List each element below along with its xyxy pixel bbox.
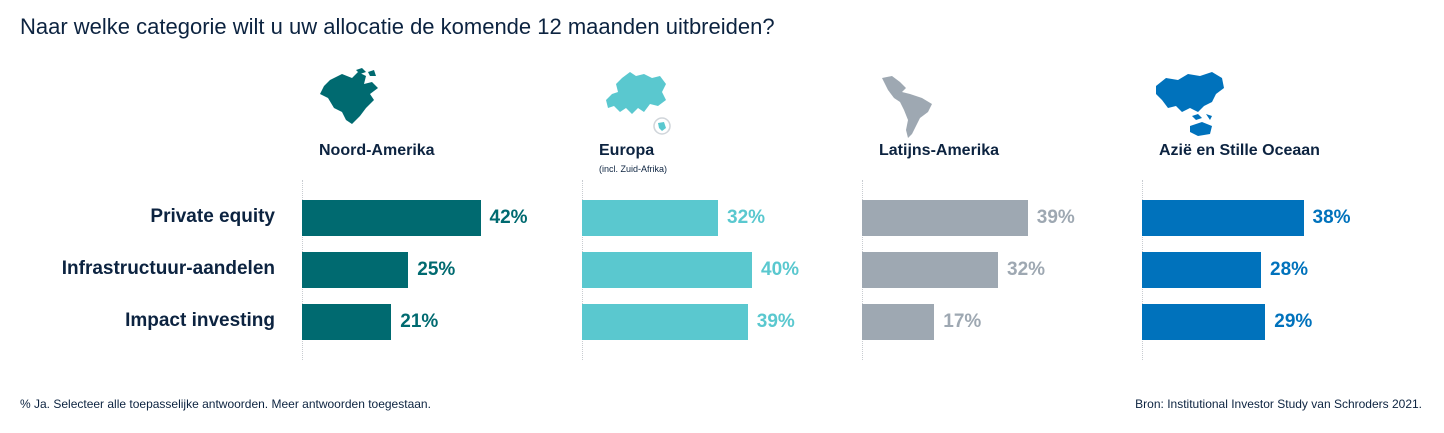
bar-label-noord-amerika-impact-investing: 21% — [400, 311, 439, 332]
bar-label-europa-private-equity: 32% — [727, 207, 766, 228]
bar-label-noord-amerika-private-equity: 42% — [489, 207, 528, 228]
region-title: Azië en Stille Oceaan — [1159, 142, 1320, 159]
bar-azie-impact-investing — [1142, 304, 1266, 340]
bar-label-latijns-amerika-impact-investing: 17% — [943, 311, 982, 332]
bar-label-azie-infrastructuur-aandelen: 28% — [1270, 259, 1309, 280]
bar-europa-private-equity — [582, 200, 718, 236]
bar-latijns-amerika-private-equity — [862, 200, 1028, 236]
region-title: Noord-Amerika — [319, 142, 435, 159]
region-latijns-amerika: Latijns-Amerika 39% 32% 17% — [862, 60, 1142, 360]
category-label-infrastructuur-aandelen: Infrastructuur-aandelen — [61, 258, 275, 279]
bar-label-azie-impact-investing: 29% — [1274, 311, 1313, 332]
bar-label-latijns-amerika-infrastructuur-aandelen: 32% — [1007, 259, 1046, 280]
north-america-map-icon — [320, 68, 378, 124]
bar-label-europa-infrastructuur-aandelen: 40% — [761, 259, 800, 280]
category-label-private-equity: Private equity — [150, 206, 275, 227]
bar-label-latijns-amerika-private-equity: 39% — [1036, 207, 1075, 228]
bar-noord-amerika-infrastructuur-aandelen — [302, 252, 409, 288]
region-title: Latijns-Amerika — [879, 142, 1000, 159]
asia-pacific-map-icon — [1156, 72, 1224, 136]
bar-azie-infrastructuur-aandelen — [1142, 252, 1261, 288]
bar-azie-private-equity — [1142, 200, 1304, 236]
bar-latijns-amerika-infrastructuur-aandelen — [862, 252, 998, 288]
latin-america-map-icon — [882, 76, 932, 138]
region-azie-stille-oceaan: Azië en Stille Oceaan 38% 28% 29% — [1142, 60, 1422, 360]
region-subtitle: (incl. Zuid-Afrika) — [599, 164, 668, 174]
bar-label-europa-impact-investing: 39% — [756, 311, 795, 332]
bar-noord-amerika-impact-investing — [302, 304, 392, 340]
source-note: Bron: Institutional Investor Study van S… — [1135, 397, 1422, 411]
region-noord-amerika: Noord-Amerika 42% 25% 21% — [302, 60, 582, 360]
bar-label-noord-amerika-infrastructuur-aandelen: 25% — [417, 259, 456, 280]
category-label-impact-investing: Impact investing — [125, 310, 275, 331]
bar-latijns-amerika-impact-investing — [862, 304, 935, 340]
bar-label-azie-private-equity: 38% — [1312, 207, 1351, 228]
region-europa: Europa (incl. Zuid-Afrika) 32% 40% 39% — [582, 60, 862, 360]
region-title: Europa — [599, 142, 655, 159]
europe-map-icon — [606, 72, 671, 135]
bar-europa-impact-investing — [582, 304, 748, 340]
bar-noord-amerika-private-equity — [302, 200, 481, 236]
chart-title: Naar welke categorie wilt u uw allocatie… — [20, 14, 775, 39]
footnote: % Ja. Selecteer alle toepasselijke antwo… — [20, 397, 431, 411]
bar-europa-infrastructuur-aandelen — [582, 252, 752, 288]
